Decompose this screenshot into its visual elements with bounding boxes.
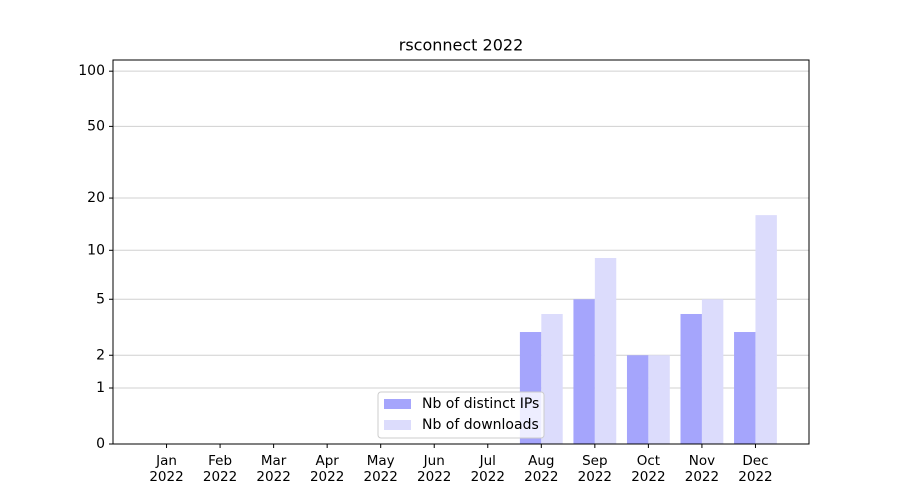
- x-tick-label: Aug 2022: [524, 453, 559, 485]
- legend: Nb of distinct IPs Nb of downloads: [377, 391, 545, 439]
- bar: [541, 313, 563, 444]
- legend-swatch: [384, 420, 411, 430]
- y-tick-label: 10: [87, 242, 105, 258]
- x-tick-label: Mar 2022: [256, 453, 291, 485]
- bar: [734, 332, 756, 444]
- bar: [594, 257, 617, 444]
- bar: [755, 215, 777, 444]
- chart-title: rsconnect 2022: [399, 36, 524, 55]
- legend-box: [377, 391, 545, 439]
- y-tick-label: 5: [96, 291, 105, 307]
- bar: [648, 355, 670, 444]
- x-tick-label: Dec 2022: [738, 453, 773, 485]
- bar: [573, 299, 595, 444]
- plot-frame: [112, 59, 810, 445]
- y-tick-label: 20: [87, 190, 105, 206]
- y-tick-label: 100: [78, 63, 105, 79]
- x-tick-label: Oct 2022: [631, 453, 666, 485]
- x-tick-label: Jun 2022: [417, 453, 452, 485]
- y-tick-label: 2: [96, 347, 105, 363]
- legend-swatch: [384, 399, 411, 409]
- bar: [701, 299, 724, 444]
- legend-label: Nb of downloads: [422, 417, 539, 433]
- y-tick-label: 0: [96, 436, 105, 452]
- legend-label: Nb of distinct IPs: [422, 396, 539, 412]
- x-tick-label: Nov 2022: [684, 453, 720, 485]
- x-tick-label: May 2022: [363, 453, 398, 485]
- x-tick-label: Apr 2022: [309, 453, 345, 485]
- y-tick-label: 50: [87, 118, 105, 134]
- x-tick-label: Feb 2022: [202, 453, 238, 485]
- y-tick-label: 1: [96, 380, 105, 396]
- bar: [680, 313, 702, 444]
- x-tick-label: Jul 2022: [470, 453, 505, 485]
- bar: [626, 355, 649, 444]
- x-tick-label: Jan 2022: [149, 453, 184, 485]
- x-tick-label: Sep 2022: [577, 453, 613, 485]
